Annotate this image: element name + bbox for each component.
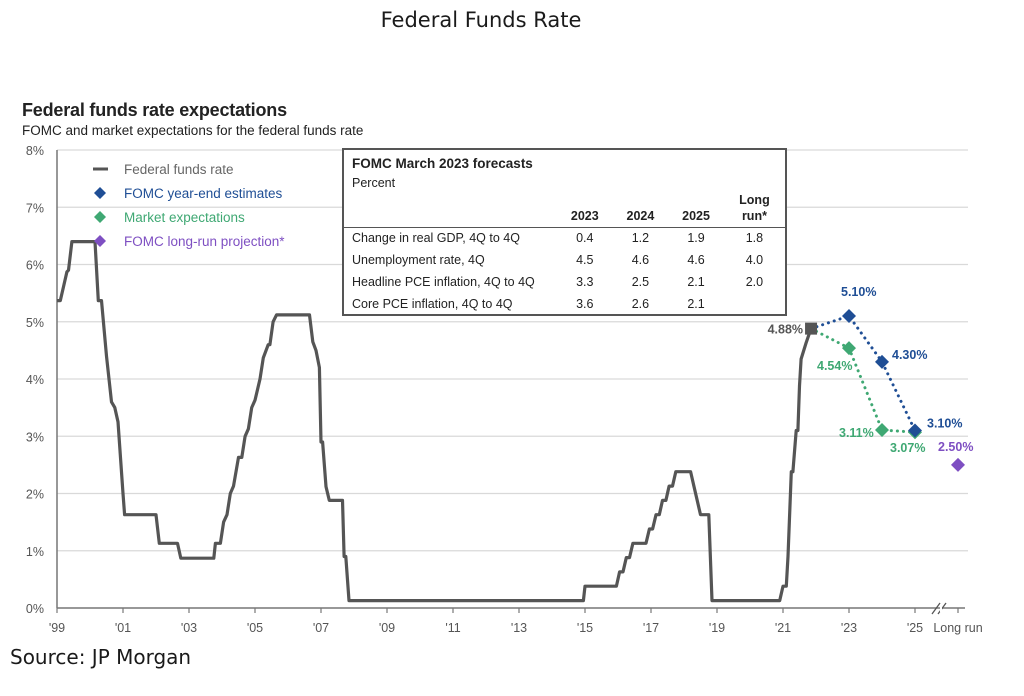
data-label: 3.10% xyxy=(927,417,962,431)
axes xyxy=(56,150,965,615)
x-tick-label: '19 xyxy=(709,621,725,635)
table-row: Unemployment rate, 4Q 4.5 4.6 4.6 4.0 xyxy=(344,250,785,272)
x-tick-label: '07 xyxy=(313,621,329,635)
data-point-marker xyxy=(875,354,889,369)
header-2025: 2025 xyxy=(682,209,710,223)
fomc-estimates-line xyxy=(809,314,917,432)
x-tick-label: '05 xyxy=(247,621,263,635)
legend-label: FOMC long-run projection* xyxy=(124,234,285,249)
data-point-marker xyxy=(875,422,889,437)
legend-label: Federal funds rate xyxy=(124,162,234,177)
y-tick-label: 8% xyxy=(26,144,44,158)
table-cell: 2.5 xyxy=(631,275,650,289)
x-tick-label: '11 xyxy=(445,621,460,635)
x-tick-label: '25 xyxy=(907,621,923,635)
x-tick-label: '15 xyxy=(577,621,593,635)
legend-diamond-icon xyxy=(94,187,106,199)
table-unit: Percent xyxy=(352,176,396,190)
data-label: 4.30% xyxy=(892,348,927,362)
table-cell: 0.4 xyxy=(576,231,594,245)
chart-subtitle: FOMC and market expectations for the fed… xyxy=(22,123,364,138)
y-tick-label: 3% xyxy=(26,430,44,444)
legend-label: FOMC year-end estimates xyxy=(124,186,283,201)
row-label: Unemployment rate, 4Q xyxy=(352,253,485,267)
table-row: Headline PCE inflation, 4Q to 4Q 3.3 2.5 2.… xyxy=(344,272,785,294)
table-cell: 1.9 xyxy=(687,231,705,245)
data-point-marker xyxy=(951,457,965,472)
table-cell: 2.0 xyxy=(745,275,764,289)
table-cell: 4.0 xyxy=(745,253,764,267)
table-cell: 1.2 xyxy=(631,231,650,245)
table-cell: 3.6 xyxy=(576,297,594,311)
x-tick-label: Long run xyxy=(933,621,982,635)
federal-funds-rate-line xyxy=(57,240,813,603)
x-tick-label: '17 xyxy=(643,621,659,635)
y-tick-label: 1% xyxy=(26,545,44,559)
x-tick-label: '09 xyxy=(379,621,395,635)
table-cell: 2.1 xyxy=(687,275,705,289)
x-tick-labels: '99 '01 '03 '05 '07 '09 '11 '13 '15 '17 '19 '21 '23 '… xyxy=(49,621,983,635)
y-tick-label: 5% xyxy=(26,316,44,330)
axis-break-gap xyxy=(940,604,942,612)
source-label: Source: xyxy=(10,645,86,669)
x-tick-label: '99 xyxy=(49,621,65,635)
row-label: Headline PCE inflation, 4Q to 4Q xyxy=(352,275,535,289)
table-cell: 4.6 xyxy=(631,253,650,267)
fomc-forecast-table: FOMC March 2023 forecasts Percent 2023 2… xyxy=(342,148,787,316)
y-tick-label: 2% xyxy=(26,488,44,502)
x-tick-label: '01 xyxy=(115,621,131,635)
legend-diamond-icon xyxy=(94,235,106,247)
data-point-marker xyxy=(842,309,856,324)
source-value: JP Morgan xyxy=(91,645,192,669)
data-label: 3.07% xyxy=(890,441,925,455)
x-tick-label: '13 xyxy=(511,621,527,635)
data-label: 5.10% xyxy=(841,285,876,299)
table-cell: 2.6 xyxy=(631,297,650,311)
page-title: Federal Funds Rate xyxy=(380,8,582,32)
table-cell: 2.1 xyxy=(687,297,705,311)
table-header-row: 2023 2024 2025 Long run* xyxy=(344,190,785,228)
x-tick-label: '03 xyxy=(181,621,197,635)
y-tick-label: 0% xyxy=(26,602,44,616)
data-label: 4.54% xyxy=(817,359,852,373)
legend-label: Market expectations xyxy=(124,210,245,225)
data-label: 3.11% xyxy=(839,426,874,440)
header-2023: 2023 xyxy=(570,209,599,223)
table-cell: 1.8 xyxy=(745,231,764,245)
y-tick-label: 4% xyxy=(26,373,44,387)
legend-diamond-icon xyxy=(94,211,106,223)
table-row: Change in real GDP, 4Q to 4Q 0.4 1.2 1.9 1.8 xyxy=(344,228,785,251)
data-label: 2.50% xyxy=(938,440,973,454)
legend: Federal funds rate FOMC year-end estimate… xyxy=(93,162,285,249)
data-point-marker xyxy=(842,341,856,356)
series-layer: 4.88% 4.54% 3.11% 3.07% 5.10% 4.30% 3.10% 2.50% xyxy=(57,240,973,603)
table-row: Core PCE inflation, 4Q to 4Q 3.6 2.6 2.1 xyxy=(344,294,785,316)
header-2024: 2024 xyxy=(626,209,655,223)
source-note: Source: JP Morgan xyxy=(10,645,191,669)
table-cell xyxy=(724,294,785,316)
header-blank xyxy=(344,190,557,228)
y-tick-labels: 0% 1% 2% 3% 4% 5% 6% 7% 8% xyxy=(26,144,44,616)
chart-title: Federal funds rate expectations xyxy=(22,100,287,120)
current-rate-label: 4.88% xyxy=(768,323,803,337)
y-tick-label: 7% xyxy=(26,201,44,215)
x-tick-label: '21 xyxy=(775,621,791,635)
header-long-run: Long run* xyxy=(739,193,770,223)
row-label: Core PCE inflation, 4Q to 4Q xyxy=(352,297,513,311)
x-tick-label: '23 xyxy=(841,621,857,635)
table-title: FOMC March 2023 forecasts xyxy=(352,156,533,171)
row-label: Change in real GDP, 4Q to 4Q xyxy=(352,231,520,245)
market-expectations-line xyxy=(809,327,917,434)
axis-break-mark xyxy=(931,602,941,615)
y-tick-label: 6% xyxy=(26,259,44,273)
table-cell: 4.5 xyxy=(576,253,594,267)
table-cell: 3.3 xyxy=(576,275,594,289)
forecast-table: 2023 2024 2025 Long run* Change in real G… xyxy=(344,190,785,316)
current-rate-marker xyxy=(805,322,818,335)
data-point-marker xyxy=(908,423,922,438)
table-cell: 4.6 xyxy=(687,253,705,267)
